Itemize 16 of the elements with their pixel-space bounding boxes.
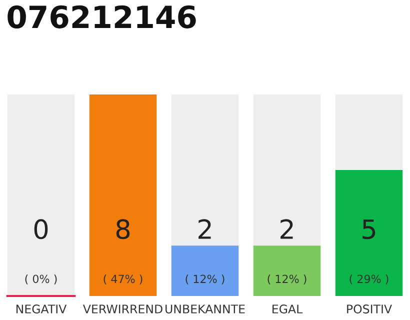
x-tick-label: NEGATIV (16, 304, 67, 314)
data-label: 5 (362, 220, 376, 240)
annotation: ( 12% ) (268, 274, 306, 284)
x-tick-label: UNBEKANNTE (166, 304, 245, 314)
chart-title: 076212146 (8, 5, 196, 28)
data-label: 8 (116, 219, 130, 240)
x-tick-label: VERWIRREND (82, 304, 162, 314)
annotation: ( 0% ) (25, 274, 57, 284)
annotation: ( 47% ) (104, 274, 142, 284)
x-tick-label: EGAL (272, 304, 303, 314)
annotation: ( 29% ) (350, 274, 388, 284)
data-label: 2 (280, 219, 293, 239)
data-label: 2 (198, 219, 211, 239)
annotation: ( 12% ) (186, 274, 224, 284)
x-tick-label: POSITIV (347, 304, 392, 314)
data-label: 0 (34, 219, 48, 240)
